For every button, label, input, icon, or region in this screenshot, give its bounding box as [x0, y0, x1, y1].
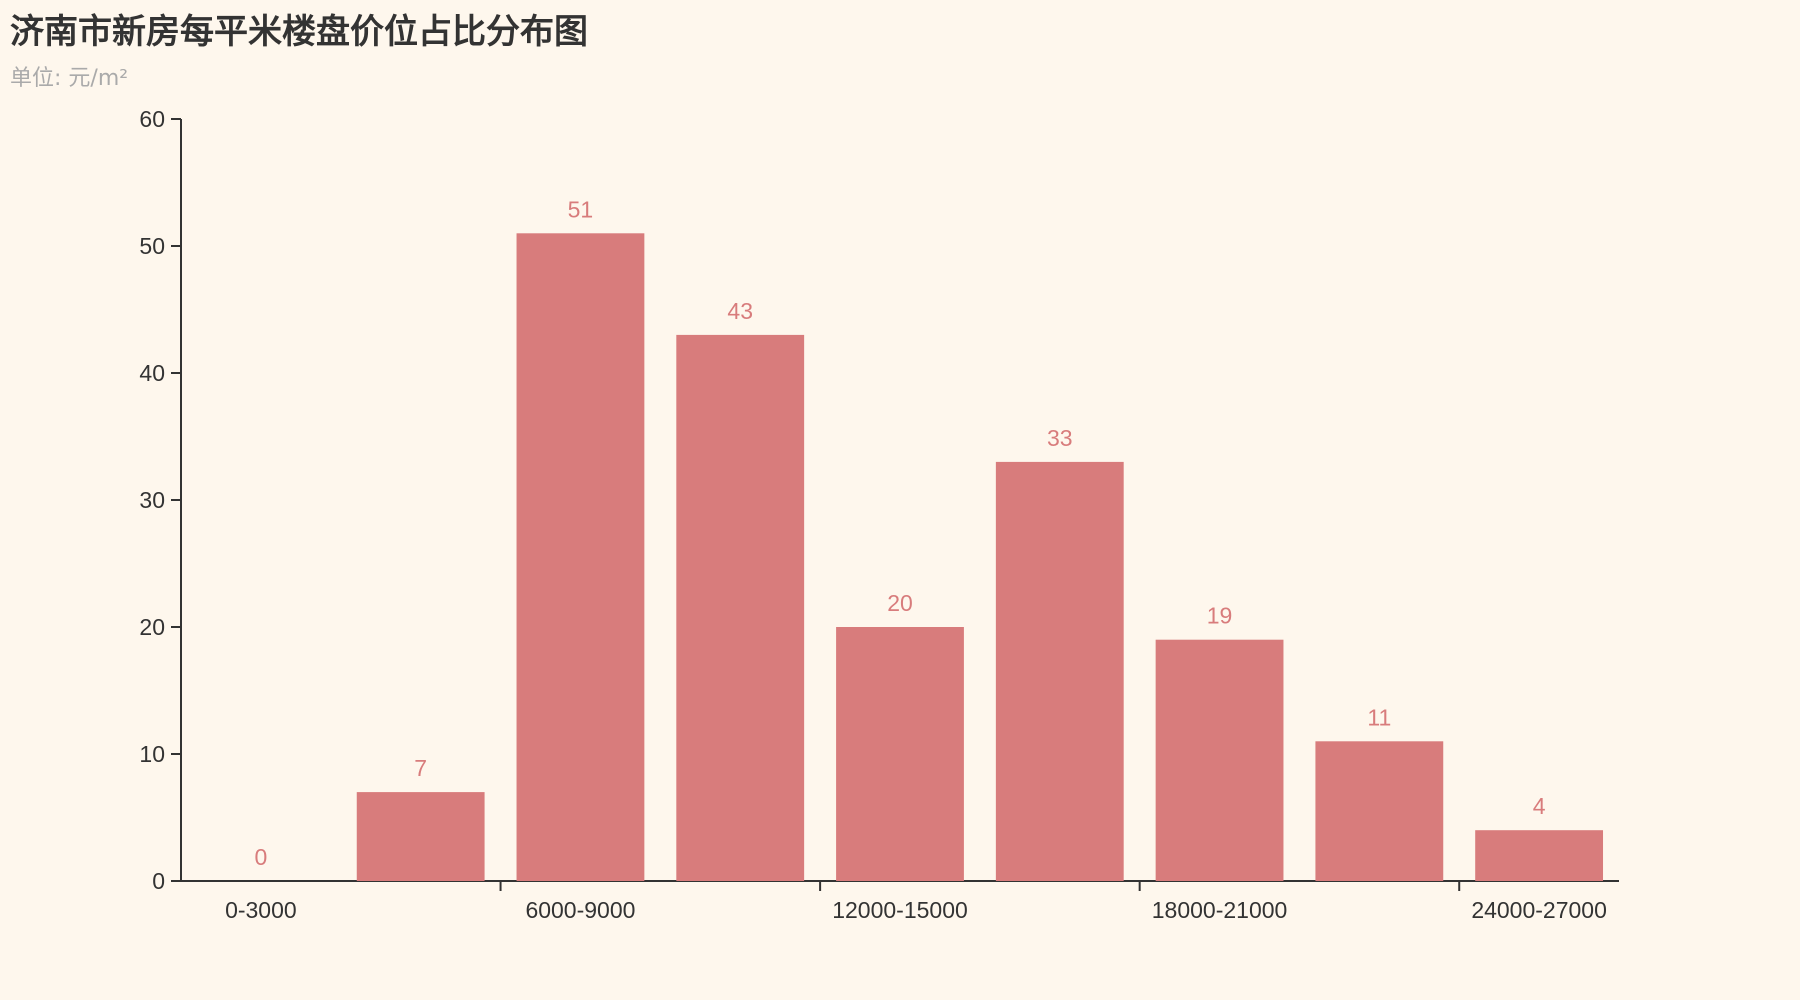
y-tick-label: 0 [152, 868, 165, 894]
bar-value-label: 33 [1047, 425, 1073, 451]
bar [1155, 639, 1284, 881]
bar [356, 792, 485, 881]
bar-value-label: 20 [887, 590, 913, 616]
bar [516, 233, 645, 882]
bar [836, 627, 964, 881]
bar [676, 334, 805, 881]
x-tick-label: 18000-21000 [1152, 897, 1288, 923]
chart-title: 济南市新房每平米楼盘价位占比分布图 [10, 12, 588, 52]
bar-value-label: 51 [568, 196, 594, 222]
bars [356, 233, 1604, 882]
x-tick-label: 0-3000 [225, 897, 297, 923]
x-tick-label: 12000-15000 [832, 897, 968, 923]
bar-value-label: 19 [1207, 603, 1233, 629]
bar-value-label: 4 [1533, 793, 1546, 819]
chart-subtitle: 单位: 元/m² [10, 66, 129, 91]
y-tick-label: 20 [139, 614, 165, 640]
x-axis: 0-3000 6000-9000 12000-15000 18000-21000 240… [181, 880, 1619, 923]
bar-value-label: 43 [727, 298, 753, 324]
bar-value-label: 0 [254, 844, 267, 870]
value-labels: 0 7 51 43 20 33 19 11 4 [254, 196, 1545, 870]
y-tick-label: 60 [139, 106, 165, 132]
y-axis: 0 10 20 30 40 50 60 [139, 106, 182, 894]
bar [1315, 741, 1444, 881]
y-tick-label: 50 [139, 233, 165, 259]
x-tick-label: 24000-27000 [1471, 897, 1607, 923]
x-tick-label: 6000-9000 [525, 897, 635, 923]
bar [995, 461, 1124, 881]
y-tick-label: 10 [139, 741, 165, 767]
y-tick-label: 40 [139, 360, 165, 386]
bar [1475, 830, 1604, 881]
bar-value-label: 7 [414, 755, 427, 781]
y-tick-label: 30 [139, 487, 165, 513]
bar-value-label: 11 [1367, 704, 1391, 730]
